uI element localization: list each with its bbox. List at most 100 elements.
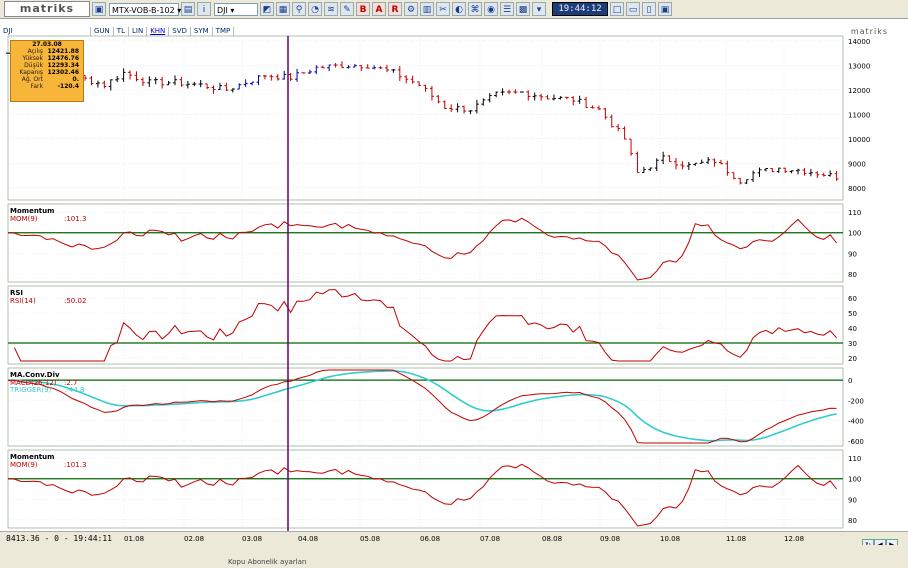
footer-text: Kopu Abonelik ayarları: [228, 558, 307, 566]
settings-icon[interactable]: ⚙: [404, 2, 418, 16]
index-combo[interactable]: DJI ▾: [214, 2, 258, 16]
symbol-combo-value: MTX-VOB-B-102: [112, 5, 175, 15]
y-tick-label: 40: [848, 325, 857, 333]
y-tick-label: -600: [848, 438, 864, 446]
window2-icon[interactable]: ▭: [626, 2, 640, 16]
y-tick-label: 30: [848, 340, 857, 348]
symbol-combo[interactable]: MTX-VOB-B-102 ▾: [109, 2, 181, 16]
info-value: 0.: [72, 76, 79, 83]
series-name: TRIGGER(9): [9, 386, 52, 394]
y-tick-label: 12000: [848, 87, 870, 95]
series-name: MOM(9): [10, 215, 38, 223]
edit-icon[interactable]: ✎: [340, 2, 354, 16]
monitor-icon[interactable]: ▣: [658, 2, 672, 16]
tools-icon[interactable]: ✂: [436, 2, 450, 16]
save-icon[interactable]: ▣: [92, 2, 106, 16]
clock-icon[interactable]: ◔: [308, 2, 322, 16]
pane-frame: [7, 449, 844, 529]
info-value: 12302.46: [47, 69, 79, 76]
logo: matriks: [4, 1, 90, 17]
y-tick-label: -400: [848, 418, 864, 426]
toolbar: matriks ▣ MTX-VOB-B-102 ▾ ▤ i DJI ▾ ◩ ▦ …: [0, 0, 908, 19]
tab-tmp[interactable]: TMP: [213, 27, 235, 36]
status-text: 8413.36 - 0 - 19:44:11: [6, 534, 112, 543]
tab-symbol[interactable]: DJI: [0, 27, 91, 36]
tab-gun[interactable]: GUN: [91, 27, 114, 36]
y-tick-label: 90: [848, 496, 857, 504]
info-value: -120.4: [57, 83, 79, 90]
tab-khn[interactable]: KHN: [147, 27, 170, 36]
indicator-title: Momentum: [10, 453, 54, 461]
pane-frame: [7, 203, 844, 283]
series-value: :101.3: [64, 215, 86, 223]
indicator-title: Momentum: [10, 207, 54, 215]
palette-icon[interactable]: ◐: [452, 2, 466, 16]
rsi-line: [13, 289, 837, 362]
x-axis-label: 06.08: [420, 535, 441, 543]
window3-icon[interactable]: ▯: [642, 2, 656, 16]
pane-frame: [7, 285, 844, 365]
info-row: Açılış 12421.88: [11, 48, 83, 55]
info-row: Kapanış 12302.46: [11, 69, 83, 76]
x-axis-label: 11.08: [726, 535, 747, 543]
y-tick-label: 14000: [848, 38, 870, 46]
info-key: Kapanış: [19, 69, 43, 76]
b-button[interactable]: B: [356, 2, 370, 16]
y-tick-label: 20: [848, 355, 857, 363]
indicator-title: MA.Conv.Div: [10, 371, 60, 379]
info-key: Yüksek: [22, 55, 43, 62]
status-bar: 8413.36 - 0 - 19:44:11: [0, 531, 908, 545]
y-tick-label: 80: [848, 517, 857, 525]
window-icon[interactable]: □: [610, 2, 624, 16]
link-icon[interactable]: ⚲: [292, 2, 306, 16]
info-icon[interactable]: i: [197, 2, 211, 16]
y-tick-label: -200: [848, 397, 864, 405]
y-tick-label: 80: [848, 271, 857, 279]
info-row: Yüksek 12476.76: [11, 55, 83, 62]
tab-svd[interactable]: SVD: [169, 27, 191, 36]
info-row: Fark -120.4: [11, 83, 83, 90]
y-tick-label: 60: [848, 295, 857, 303]
color-icon[interactable]: ◉: [484, 2, 498, 16]
y-tick-label: 10000: [848, 136, 870, 144]
info-key: Ağ. Ort: [21, 76, 43, 83]
grid-icon[interactable]: ▦: [276, 2, 290, 16]
macd-line: [7, 369, 837, 444]
series-name: RSI(14): [10, 297, 36, 305]
network-icon[interactable]: ⌘: [468, 2, 482, 16]
chart-area[interactable]: 14000 13000 12000 11000 10000 9000 8000 110 100 9…: [0, 18, 908, 531]
menu-icon[interactable]: ▾: [532, 2, 546, 16]
layers-icon[interactable]: ≋: [324, 2, 338, 16]
table-icon[interactable]: ▥: [420, 2, 434, 16]
y-tick-label: 110: [848, 455, 861, 463]
info-row: Ağ. Ort 0.: [11, 76, 83, 83]
green-icon[interactable]: ▩: [516, 2, 530, 16]
y-tick-label: 9000: [848, 160, 866, 168]
x-axis-label: 10.08: [660, 535, 681, 543]
x-axis-label: 02.08: [184, 535, 205, 543]
tab-tl[interactable]: TL: [114, 27, 129, 36]
chart-icon[interactable]: ◩: [260, 2, 274, 16]
tab-sym[interactable]: SYM: [191, 27, 213, 36]
x-axis-label: 03.08: [242, 535, 263, 543]
clock-display: 19:44:12: [552, 2, 608, 16]
y-tick-label: 50: [848, 310, 857, 318]
x-axis-label: 09.08: [600, 535, 621, 543]
x-axis-label: 12.08: [784, 535, 805, 543]
pane-frame: [7, 35, 844, 201]
a-button[interactable]: A: [372, 2, 386, 16]
x-axis-label: 01.08: [124, 535, 145, 543]
chart-tabs: DJI GUN TL LIN KHN SVD SYM TMP: [0, 27, 890, 36]
x-axis-label: 08.08: [542, 535, 563, 543]
x-axis-label: 04.08: [298, 535, 319, 543]
y-tick-label: 100: [848, 476, 861, 484]
info-key: Düşük: [24, 62, 43, 69]
book-icon[interactable]: ▤: [181, 2, 195, 16]
r-button[interactable]: R: [388, 2, 402, 16]
info-key: Fark: [30, 83, 43, 90]
brand-label: matriks: [850, 27, 888, 36]
y-tick-label: 13000: [848, 62, 870, 70]
series-value: :2.7: [64, 379, 78, 387]
tab-lin[interactable]: LIN: [129, 27, 148, 36]
list-icon[interactable]: ☰: [500, 2, 514, 16]
